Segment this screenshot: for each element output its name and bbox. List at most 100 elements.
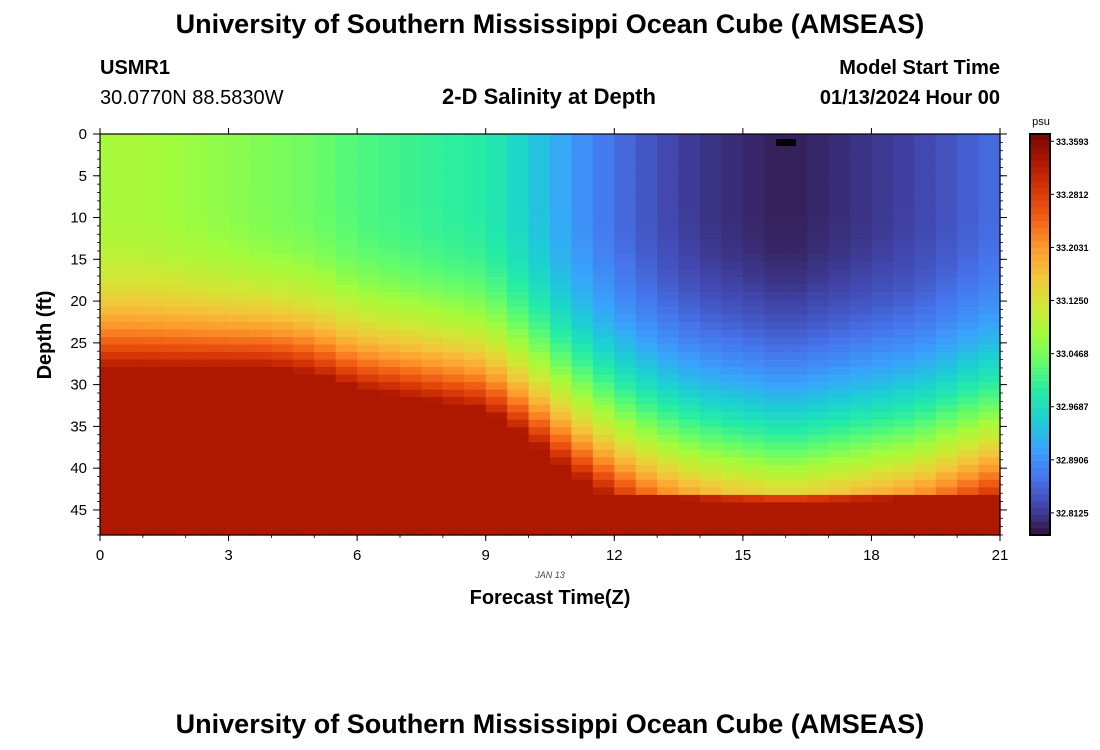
heatmap-cell — [635, 434, 658, 443]
heatmap-cell — [978, 502, 1001, 511]
heatmap-cell — [550, 359, 573, 368]
heatmap-cell — [957, 141, 980, 150]
heatmap-cell — [700, 239, 723, 248]
heatmap-cell — [592, 449, 615, 458]
heatmap-cell — [764, 419, 787, 428]
heatmap-cell — [892, 487, 915, 496]
heatmap-cell — [700, 494, 723, 504]
heatmap-cell — [164, 201, 187, 210]
heatmap-cell — [957, 224, 980, 233]
heatmap-cell — [807, 412, 830, 421]
heatmap-cell — [400, 344, 423, 353]
page-title: University of Southern Mississippi Ocean… — [175, 9, 925, 39]
heatmap-cell — [957, 524, 980, 534]
heatmap-cell — [871, 284, 894, 293]
heatmap-cell — [764, 397, 787, 406]
heatmap-cell — [378, 291, 401, 301]
heatmap-cell — [700, 449, 723, 458]
heatmap-cell — [357, 457, 380, 466]
heatmap-cell — [421, 479, 444, 488]
heatmap-cell — [742, 509, 765, 519]
heatmap-cell — [314, 314, 337, 323]
heatmap-cell — [357, 464, 380, 473]
heatmap-cell — [957, 389, 980, 398]
heatmap-cell — [207, 494, 230, 504]
heatmap-cell — [635, 524, 658, 534]
heatmap-cell — [207, 457, 230, 466]
heatmap-cell — [464, 291, 487, 301]
heatmap-cell — [742, 201, 765, 210]
heatmap-cell — [764, 231, 787, 240]
heatmap-cell — [121, 524, 144, 534]
heatmap-cell — [550, 404, 573, 413]
heatmap-cell — [421, 224, 444, 233]
heatmap-cell — [592, 419, 615, 428]
heatmap-cell — [507, 352, 530, 361]
heatmap-cell — [271, 502, 294, 511]
heatmap-cell — [850, 404, 873, 413]
heatmap-cell — [421, 337, 444, 346]
colorbar-segment — [1030, 174, 1050, 182]
heatmap-cell — [764, 284, 787, 293]
heatmap-cell — [421, 141, 444, 150]
heatmap-cell — [464, 524, 487, 534]
heatmap-cell — [871, 464, 894, 473]
heatmap-cell — [828, 502, 851, 511]
heatmap-cell — [978, 141, 1001, 150]
heatmap-cell — [250, 314, 273, 323]
heatmap-cell — [400, 246, 423, 255]
heatmap-cell — [314, 479, 337, 488]
heatmap-cell — [914, 254, 937, 263]
heatmap-cell — [185, 224, 208, 233]
heatmap-cell — [164, 216, 187, 225]
heatmap-cell — [550, 171, 573, 180]
heatmap-cell — [314, 186, 337, 195]
heatmap-cell — [850, 141, 873, 150]
heatmap-cell — [592, 532, 615, 536]
colorbar-segment — [1030, 361, 1050, 369]
heatmap-cell — [357, 231, 380, 240]
heatmap-cell — [464, 141, 487, 150]
heatmap-cell — [100, 246, 123, 255]
heatmap-cell — [378, 216, 401, 225]
heatmap-cell — [721, 171, 744, 180]
heatmap-cell — [935, 149, 958, 158]
heatmap-cell — [978, 472, 1001, 481]
heatmap-cell — [957, 442, 980, 451]
heatmap-cell — [357, 352, 380, 361]
heatmap-cell — [721, 517, 744, 526]
heatmap-cell — [485, 344, 508, 353]
heatmap-cell — [914, 134, 937, 143]
heatmap-cell — [592, 502, 615, 511]
heatmap-cell — [957, 284, 980, 293]
heatmap-cell — [507, 382, 530, 391]
heatmap-cell — [550, 261, 573, 270]
heatmap-cell — [914, 299, 937, 308]
heatmap-cell — [142, 472, 165, 481]
heatmap-cell — [828, 442, 851, 451]
heatmap-cell — [271, 382, 294, 391]
heatmap-cell — [378, 194, 401, 203]
colorbar-segment — [1030, 140, 1050, 148]
heatmap-cell — [635, 532, 658, 536]
heatmap-cell — [442, 171, 465, 180]
heatmap-cell — [335, 457, 358, 466]
heatmap-cell — [657, 201, 680, 210]
heatmap-cell — [550, 284, 573, 293]
heatmap-cell — [807, 329, 830, 338]
heatmap-cell — [550, 306, 573, 316]
heatmap-cell — [721, 532, 744, 536]
heatmap-cell — [250, 194, 273, 203]
heatmap-cell — [228, 442, 251, 451]
heatmap-cell — [142, 291, 165, 301]
heatmap-cell — [121, 209, 144, 218]
heatmap-cell — [657, 419, 680, 428]
heatmap-cell — [807, 291, 830, 301]
heatmap-cell — [142, 134, 165, 143]
heatmap-cell — [892, 404, 915, 413]
heatmap-cell — [421, 487, 444, 496]
heatmap-cell — [892, 201, 915, 210]
heatmap-cell — [271, 284, 294, 293]
heatmap-cell — [378, 457, 401, 466]
heatmap-cell — [571, 487, 594, 496]
